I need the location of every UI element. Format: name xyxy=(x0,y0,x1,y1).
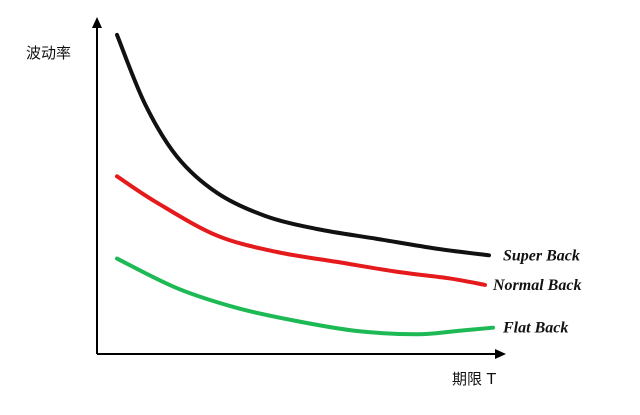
y-axis-label: 波动率 xyxy=(26,44,71,62)
series-line-super-back xyxy=(115,32,491,258)
series-label-flat-back: Flat Back xyxy=(502,320,568,337)
series-layer: Super Back Normal Back Flat Back xyxy=(115,32,581,337)
series-line-flat-back xyxy=(115,256,495,337)
y-axis-arrow xyxy=(92,17,102,28)
x-axis-label: 期限 T xyxy=(452,370,497,388)
series-line-normal-back xyxy=(115,174,487,287)
x-axis xyxy=(97,349,506,359)
y-axis xyxy=(92,17,102,354)
series-label-super-back: Super Back xyxy=(503,247,580,264)
series-label-normal-back: Normal Back xyxy=(492,277,581,294)
x-axis-arrow xyxy=(495,349,506,359)
